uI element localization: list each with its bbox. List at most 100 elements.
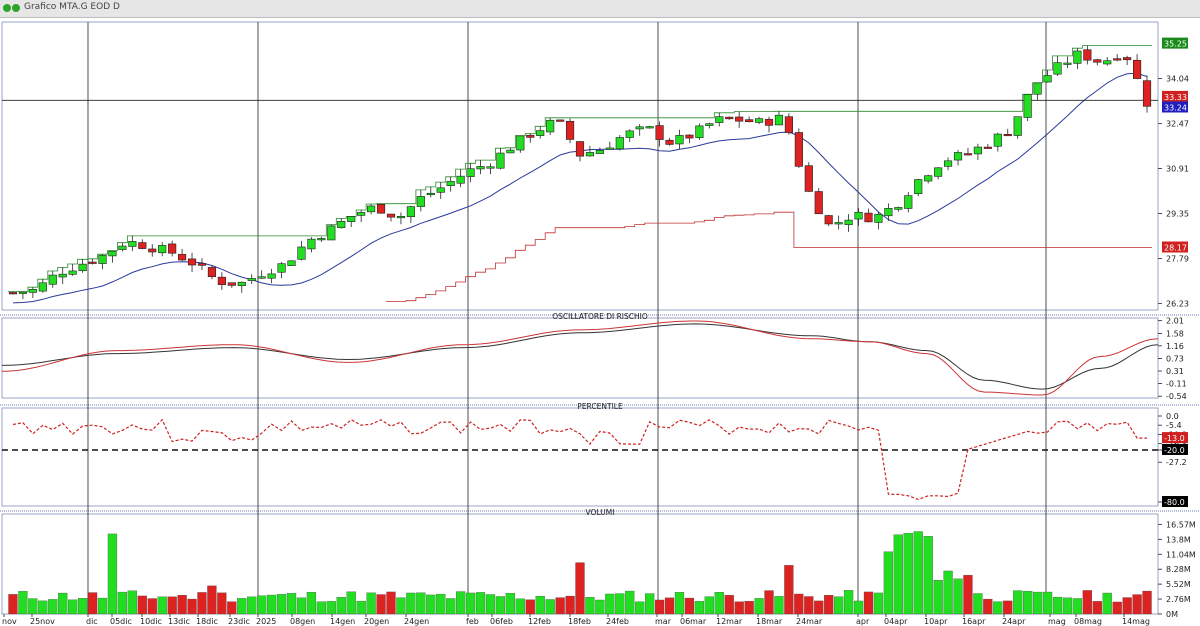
volume-bar <box>933 580 943 615</box>
volume-bar <box>694 601 705 615</box>
candle-body <box>754 118 764 123</box>
x-tick-label: 18feb <box>568 617 591 626</box>
x-tick-label: 18dic <box>196 617 218 626</box>
x-tick-label: apr <box>856 617 870 626</box>
candle-body <box>98 254 107 264</box>
candle-body <box>148 248 157 253</box>
candle <box>48 271 57 288</box>
volume-bar <box>555 597 565 615</box>
candle <box>546 117 555 135</box>
volume-bar <box>585 597 595 615</box>
volume-bars-group <box>8 531 1152 615</box>
window-status-icon-2[interactable] <box>12 4 20 12</box>
oscillator-line-red <box>1 320 1159 396</box>
x-tick-label: dic <box>86 617 98 626</box>
vol-tick-label: 13.8M <box>1166 535 1191 544</box>
candle-body <box>207 267 217 278</box>
candle <box>207 265 217 280</box>
perc-tick-label: 0.0 <box>1166 412 1179 421</box>
candle <box>1053 55 1062 76</box>
candle-body <box>416 196 425 207</box>
candle-body <box>735 116 744 122</box>
candle <box>267 268 276 284</box>
candle-body <box>396 216 406 219</box>
volume-bar <box>903 533 913 615</box>
candle-body <box>386 213 396 218</box>
chart-area[interactable]: 34.04 32.47 30.91 29.35 27.79 26.23 35.25 33.33… <box>0 18 1200 626</box>
candle <box>973 143 982 161</box>
candle <box>914 178 923 197</box>
volume-bar <box>654 599 665 615</box>
volume-bar <box>316 601 326 615</box>
price-tick-label: 32.47 <box>1166 120 1189 129</box>
candle <box>595 147 604 154</box>
candle <box>655 121 664 147</box>
candle-body <box>28 288 37 293</box>
x-tick-label: 23dic <box>228 617 250 626</box>
candle-body <box>138 242 147 249</box>
candle-body <box>914 179 923 195</box>
volume-bar <box>197 592 207 615</box>
volume-bar <box>1132 594 1142 615</box>
volume-bar <box>784 565 794 615</box>
candle-body <box>337 220 346 229</box>
candle <box>158 242 167 257</box>
volume-bar <box>157 596 167 615</box>
candle <box>645 125 654 129</box>
volume-bar <box>1013 590 1023 615</box>
candle-body <box>327 225 336 241</box>
candle <box>406 205 415 224</box>
current-percentile-badge: -13.0 <box>1164 434 1185 443</box>
candle <box>1063 56 1072 69</box>
volume-bar <box>137 595 147 615</box>
volume-bar <box>227 601 237 615</box>
candle <box>585 145 595 157</box>
candle-body <box>774 114 784 126</box>
candle <box>436 182 445 199</box>
candle-body <box>993 133 1002 147</box>
volume-bar <box>764 590 774 615</box>
candle-body <box>1073 50 1082 64</box>
candle <box>88 258 97 265</box>
price-badge-last-blue: 33.24 <box>1164 103 1187 112</box>
candle-body <box>834 222 843 225</box>
candle-body <box>973 146 982 155</box>
candle <box>217 272 226 290</box>
candle <box>327 224 336 241</box>
volume-bar <box>1062 597 1073 615</box>
price-tick-label: 30.91 <box>1166 165 1189 174</box>
candle-body <box>307 238 316 250</box>
candle-body <box>1063 62 1072 65</box>
candle-body <box>824 215 833 225</box>
candle <box>227 282 236 289</box>
candle <box>804 162 813 193</box>
volume-bar <box>515 598 525 615</box>
candle <box>426 186 435 198</box>
candle <box>834 215 843 230</box>
candle-body <box>237 281 246 286</box>
volume-bar <box>77 598 88 615</box>
candle <box>635 124 644 136</box>
candle <box>416 189 425 212</box>
candle <box>884 203 893 221</box>
volume-bar <box>68 599 78 615</box>
volume-bar <box>893 534 903 615</box>
volume-bar <box>605 593 615 615</box>
window-status-icon[interactable] <box>3 4 11 12</box>
candle-body <box>705 123 714 126</box>
volume-bar <box>1032 591 1043 615</box>
candle <box>367 204 376 215</box>
x-tick-label: mar <box>655 617 672 626</box>
volume-bar <box>834 596 844 615</box>
volume-bar <box>575 562 585 615</box>
candle <box>446 176 455 192</box>
volume-bar <box>426 594 436 615</box>
volume-bar <box>416 592 426 615</box>
volume-bar <box>595 599 605 615</box>
osc-tick-label: 2.01 <box>1166 317 1184 326</box>
x-tick-label: 18mar <box>756 617 783 626</box>
volume-bar <box>187 598 197 615</box>
candle-body <box>943 160 953 167</box>
osc-tick-label: 1.58 <box>1166 329 1184 338</box>
candle <box>1093 58 1102 66</box>
